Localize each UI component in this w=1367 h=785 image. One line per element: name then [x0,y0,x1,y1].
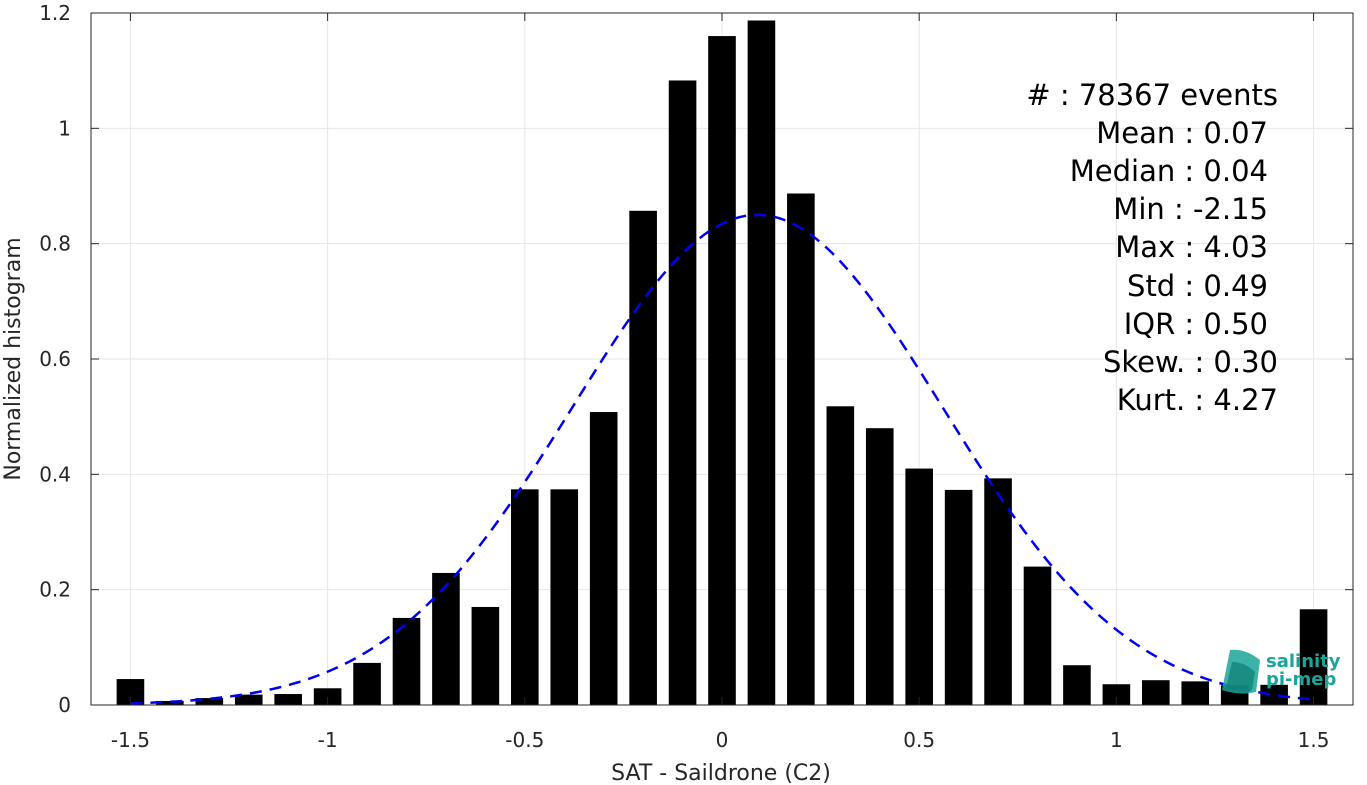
histogram-bar [1260,684,1288,705]
logo-wave-icon-inner [1226,662,1255,692]
histogram-bar [511,489,539,705]
stat-kurt: Kurt. : 4.27 [1117,383,1278,417]
histogram-bar [1023,566,1052,705]
histogram-bar [708,36,736,706]
y-tick-label: 0.6 [39,347,71,371]
x-tick-label: 0.5 [903,728,935,752]
y-tick-label: 0.8 [39,232,71,256]
x-axis-label: SAT - Saildrone (C2) [611,761,831,785]
x-tick-label: 1.5 [1298,728,1330,752]
histogram-bars [116,20,1328,706]
histogram-bar [944,489,973,705]
histogram-bar [471,606,500,705]
histogram-bar [195,698,224,705]
histogram-bar [1181,681,1210,705]
axis-ticks [91,12,1353,706]
statistics-annotation: # : 78367 events Mean : 0.07 Median : 0.… [1026,78,1278,417]
stat-mean: Mean : 0.07 [1096,116,1268,150]
stat-std: Std : 0.49 [1127,269,1268,303]
histogram-bar [432,572,460,705]
salinity-pi-mep-logo: salinity pi-mep [1222,649,1341,694]
histogram-bar [629,210,657,705]
histogram-bar [234,694,263,705]
histogram-bar [353,662,381,705]
stat-median: Median : 0.04 [1070,154,1268,188]
y-tick-label: 0.2 [39,578,71,602]
logo-line1: salinity [1266,651,1341,672]
histogram-bar [1063,665,1091,705]
x-tick-label: 1 [1110,728,1123,752]
x-tick-label: -1 [318,728,338,752]
stat-min: Min : -2.15 [1113,192,1268,226]
histogram-bar [550,489,579,705]
y-tick-labels: 0 0.2 0.4 0.6 0.8 1 1.2 [39,1,71,717]
histogram-bar [274,694,302,705]
histogram-bar [826,406,855,705]
histogram-bar [1142,680,1170,705]
y-axis-label: Normalized histogram [1,237,26,480]
histogram-bar [1102,684,1131,705]
histogram-bar [392,617,421,705]
stat-skew: Skew. : 0.30 [1103,345,1278,379]
histogram-bar [313,688,342,705]
histogram-bar [984,478,1012,705]
histogram-bar [865,428,894,705]
gaussian-fit-curve [130,213,1314,705]
histogram-bar [787,193,815,705]
logo-line2: pi-mep [1266,669,1336,690]
y-tick-label: 1 [58,116,71,140]
stat-max: Max : 4.03 [1115,230,1268,264]
y-tick-label: 0.4 [39,462,71,486]
x-tick-label: -1.5 [111,728,150,752]
histogram-bar [668,80,697,706]
y-tick-label: 1.2 [39,1,71,25]
y-tick-label: 0 [58,693,71,717]
histogram-bar [589,412,618,705]
histogram-bar [156,700,184,705]
stat-iqr: IQR : 0.50 [1124,307,1268,341]
histogram-bar [1299,609,1328,705]
x-tick-label: -0.5 [505,728,544,752]
x-tick-labels: -1.5 -1 -0.5 0 0.5 1 1.5 [111,728,1330,752]
x-tick-label: 0 [716,728,729,752]
histogram-bar [905,468,933,705]
histogram-bar [747,20,776,706]
stat-events: # : 78367 events [1026,78,1278,112]
